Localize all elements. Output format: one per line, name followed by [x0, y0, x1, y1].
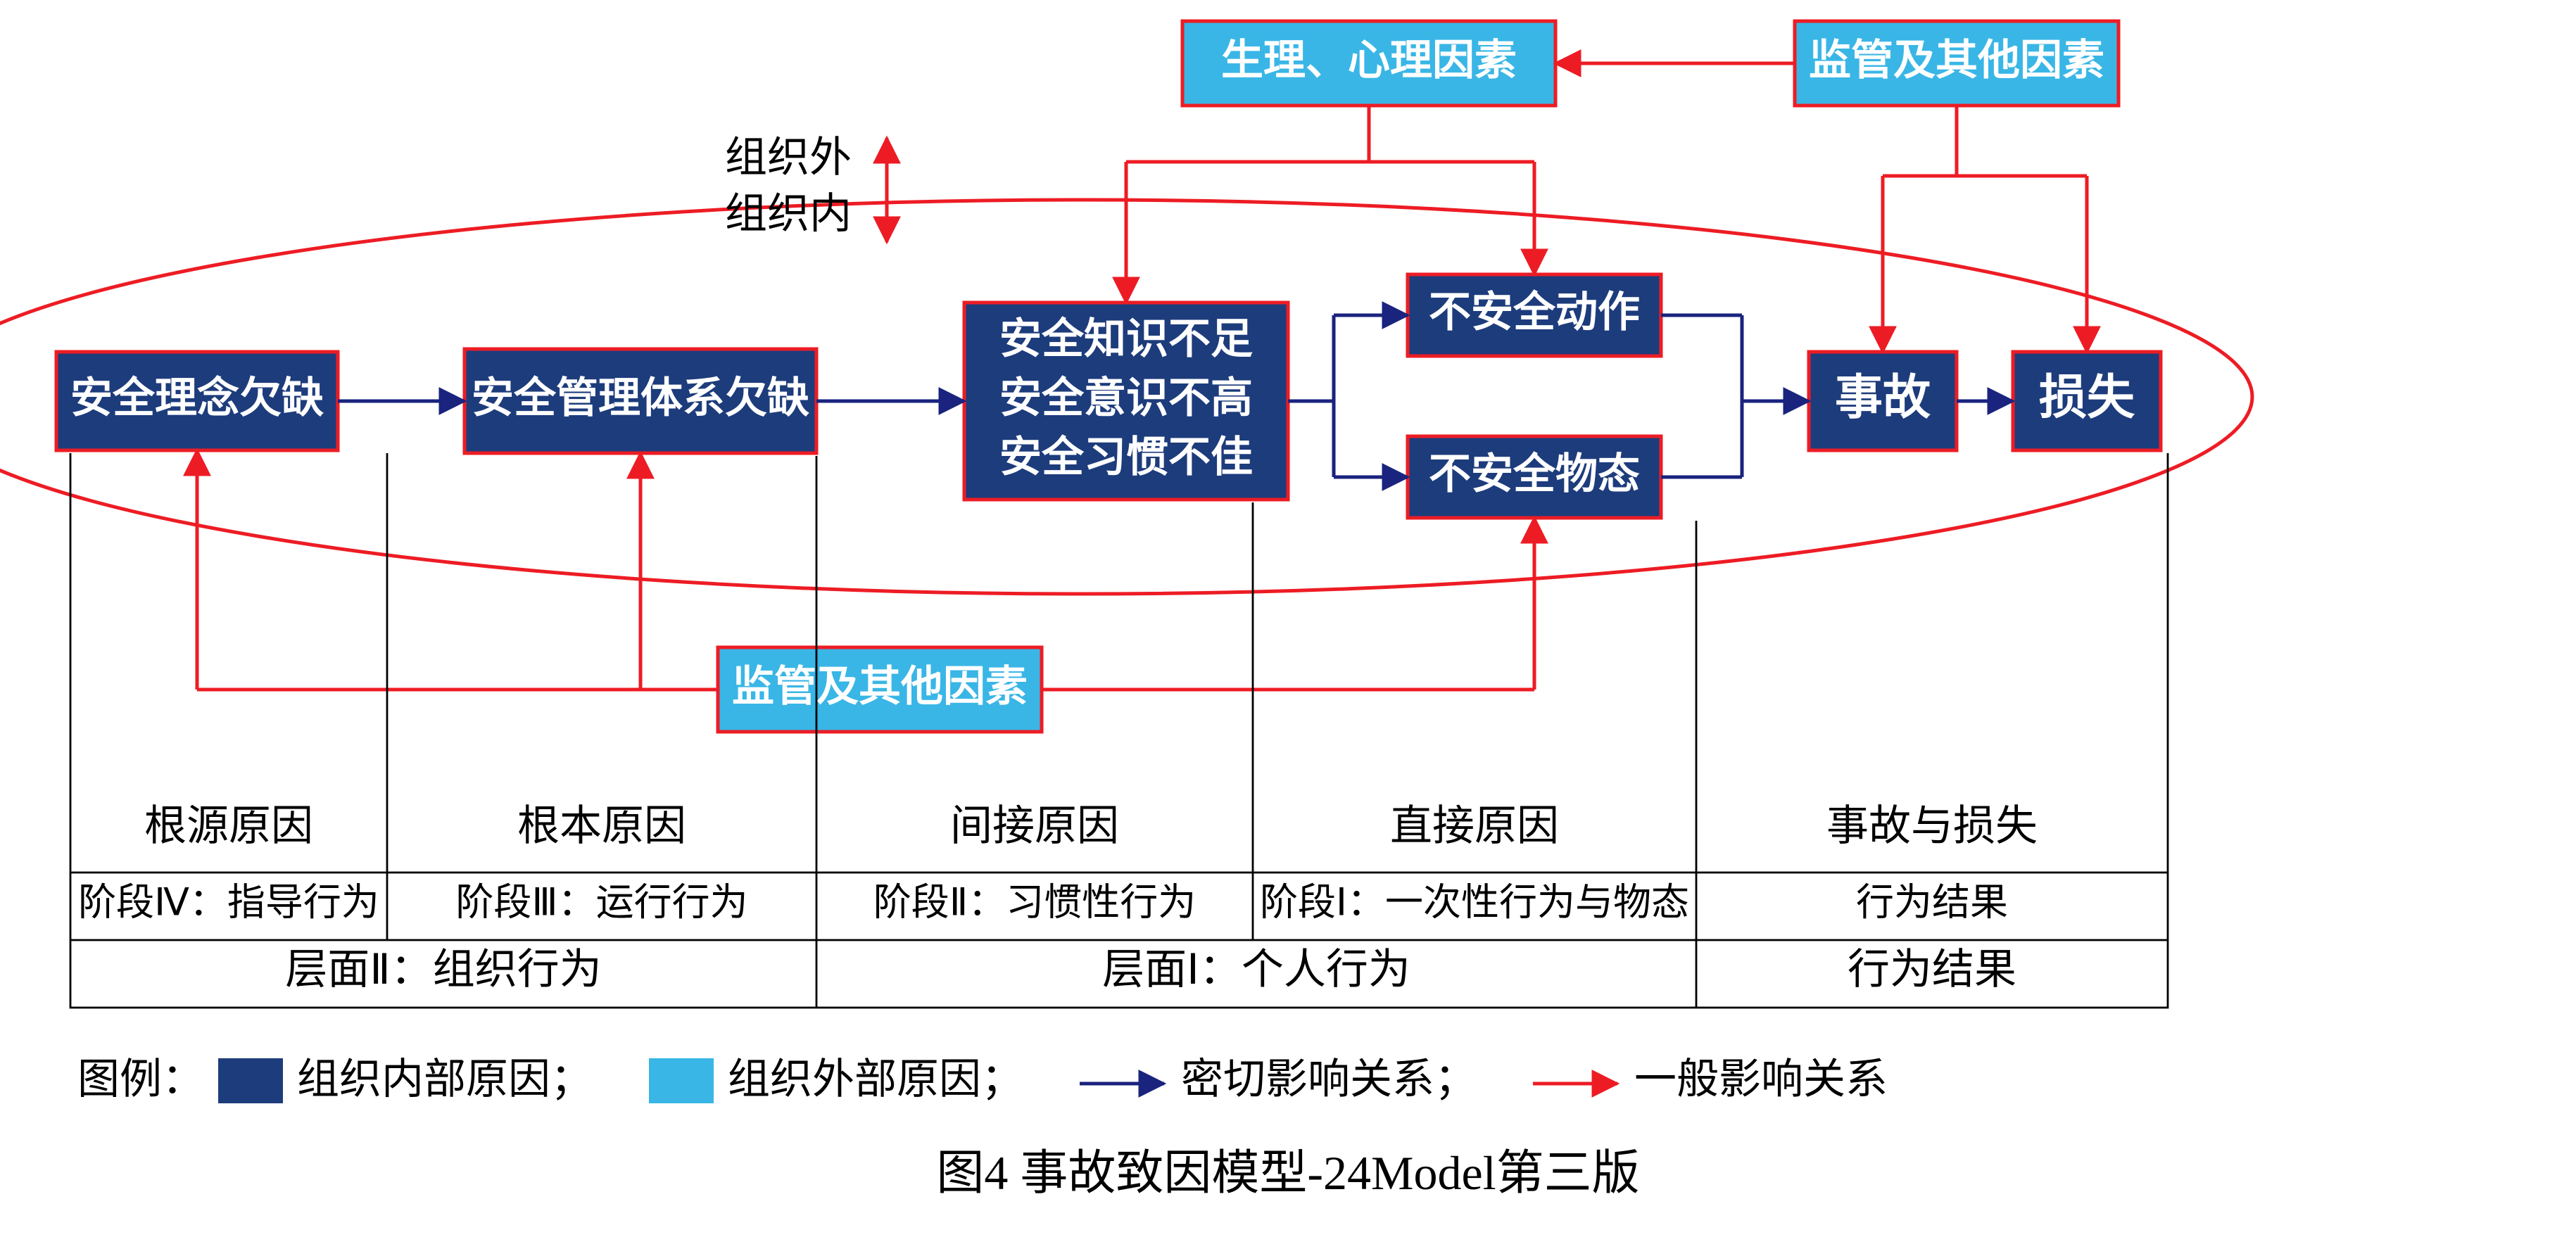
node-e2-label-0: 监管及其他因素 [1809, 37, 2104, 84]
table-r1-c3: 直接原因 [1390, 803, 1559, 849]
table-r3-s2: 行为结果 [1848, 946, 2016, 993]
legend-swatch-1 [649, 1058, 714, 1103]
table-r1-c2: 间接原因 [950, 803, 1119, 849]
legend-text-2: 密切影响关系； [1181, 1056, 1477, 1103]
legend-swatch-0 [218, 1058, 283, 1103]
node-n6-label-0: 事故 [1835, 371, 1931, 424]
table-r3-s0: 层面Ⅱ：组织行为 [285, 946, 602, 993]
node-n3-label-2: 安全习惯不佳 [999, 433, 1253, 481]
table-r2-c2: 阶段Ⅱ：习惯性行为 [873, 881, 1197, 923]
table-r2-c4: 行为结果 [1856, 881, 2008, 923]
node-n3-label-0: 安全知识不足 [999, 315, 1253, 362]
table-r3-s1: 层面Ⅰ：个人行为 [1102, 946, 1410, 993]
legend-text-3: 一般影响关系 [1634, 1056, 1888, 1103]
label-inside-org: 组织内 [725, 191, 852, 237]
node-e3-label-0: 监管及其他因素 [732, 663, 1028, 710]
legend-label: 图例： [77, 1056, 204, 1103]
node-n5-label-0: 不安全物态 [1429, 450, 1640, 497]
node-n3-label-1: 安全意识不高 [999, 374, 1253, 421]
table-r1-c0: 根源原因 [144, 803, 313, 849]
node-n2-label-0: 安全管理体系欠缺 [472, 374, 809, 421]
node-n1-label-0: 安全理念欠缺 [70, 374, 324, 421]
legend-text-1: 组织外部原因； [728, 1056, 1023, 1103]
table-r2-c0: 阶段Ⅳ：指导行为 [78, 881, 379, 923]
legend-text-0: 组织内部原因； [297, 1056, 593, 1103]
figure-caption: 图4 事故致因模型-24Model第三版 [936, 1146, 1639, 1200]
label-outside-org: 组织外 [725, 134, 852, 181]
node-n4-label-0: 不安全动作 [1429, 288, 1640, 336]
table-r1-c1: 根本原因 [517, 803, 686, 849]
table-r2-c3: 阶段Ⅰ：一次性行为与物态 [1260, 881, 1689, 923]
table-r2-c1: 阶段Ⅲ：运行行为 [455, 881, 747, 923]
node-n7-label-0: 损失 [2039, 371, 2135, 424]
table-r1-c4: 事故与损失 [1826, 803, 2038, 849]
node-e1-label-0: 生理、心理因素 [1221, 37, 1517, 84]
